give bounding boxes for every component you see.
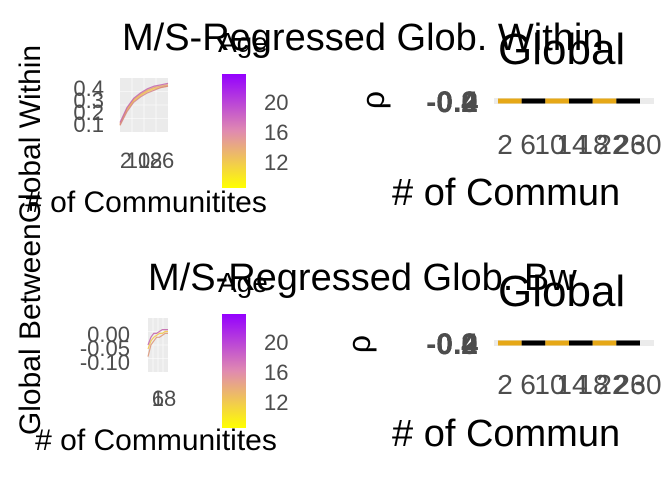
- x-tick-label: 10: [534, 129, 565, 160]
- x-tick-label: 30: [630, 129, 661, 160]
- y-tick-label: 0.0: [436, 328, 478, 361]
- y-axis-label-rho: ρ: [341, 335, 377, 353]
- x-tick-label: 22: [596, 129, 627, 160]
- colorbar-tick-label: 16: [264, 120, 288, 145]
- x-tick-label: 26: [614, 369, 645, 400]
- y-tick-label: 0.4: [73, 76, 104, 101]
- y-tick-label: -0.05: [80, 336, 130, 361]
- y-tick-label: -0.10: [80, 350, 130, 375]
- y-tick-label: 0.3: [73, 88, 104, 113]
- panel-bottom-left: M/S-Regressed Glob. Bw 0.00 -0.05 -0.10 …: [35, 257, 577, 457]
- x-tick-label: 18: [152, 386, 176, 411]
- y-tick-label: 0.4: [436, 86, 478, 119]
- colorbar-title: Age: [218, 267, 268, 298]
- panel-title: M/S-Regressed Glob. Within: [122, 17, 604, 59]
- y-tick-label: 0.2: [436, 86, 478, 119]
- x-tick-label: 14: [556, 369, 587, 400]
- x-axis-label: # of Commun: [392, 413, 620, 455]
- panel-title: Global: [498, 25, 625, 74]
- colorbar-tick-label: 12: [264, 390, 288, 415]
- x-tick-label: 10: [534, 369, 565, 400]
- x-tick-label: 18: [577, 369, 608, 400]
- y-tick-label: 0.00: [87, 322, 130, 347]
- plot-grid: [148, 318, 168, 372]
- y-tick-label: -0.2: [426, 328, 478, 361]
- x-tick-label: 6: [520, 129, 536, 160]
- x-tick-label: 30: [630, 369, 661, 400]
- y-axis-label-rho: ρ: [355, 91, 391, 109]
- colorbar: [222, 74, 246, 188]
- y-tick-label: -0.4: [426, 86, 478, 119]
- series-line: [147, 329, 168, 346]
- x-tick-label: 22: [596, 369, 627, 400]
- y-tick-label: 0.2: [436, 328, 478, 361]
- x-tick-label: 6: [520, 369, 536, 400]
- colorbar: [222, 314, 246, 428]
- colorbar-title: Age: [218, 27, 268, 58]
- colorbar-tick-label: 16: [264, 360, 288, 385]
- series-line: [147, 330, 168, 350]
- x-axis-label: # of Communitites: [25, 186, 267, 219]
- series-line: [119, 85, 169, 126]
- x-tick-label: 14: [556, 129, 587, 160]
- y-tick-label: 0.1: [73, 112, 104, 137]
- x-tick-label: 2: [497, 369, 513, 400]
- x-tick-label: 18: [577, 129, 608, 160]
- colorbar-tick-label: 12: [264, 150, 288, 175]
- plot-series-lines: [119, 82, 169, 126]
- x-tick-label: 10: [126, 148, 150, 173]
- x-tick-label: 6: [152, 386, 164, 411]
- shared-y-axis-label: Global BetweenGlobal Within: [14, 45, 47, 435]
- panel-title: Global: [498, 267, 625, 316]
- colorbar-tick-label: 20: [264, 90, 288, 115]
- y-tick-label: -0.4: [426, 328, 478, 361]
- colorbar-tick-label: 20: [264, 330, 288, 355]
- y-tick-label: 0.2: [73, 100, 104, 125]
- panel-bottom-right: Global ρ -0.4 -0.2 0.0 0.2 0.4 2 6 10 14…: [341, 267, 662, 455]
- panel-top-right: Global ρ -0.4 -0.2 0.0 0.2 0.4 2 6 10 14…: [355, 25, 662, 214]
- y-tick-label: 0.4: [436, 328, 478, 361]
- plot-series-lines: [147, 329, 168, 357]
- x-tick-label: 18: [138, 148, 162, 173]
- y-tick-label: -0.2: [426, 86, 478, 119]
- x-axis-label: # of Commun: [392, 172, 620, 214]
- y-tick-label: 0.0: [436, 86, 478, 119]
- panel-top-left: M/S-Regressed Glob. Within 0.4 0.3 0.2 0…: [25, 17, 603, 219]
- x-tick-label: 26: [150, 148, 174, 173]
- x-axis-label: # of Communitites: [35, 424, 277, 457]
- series-line: [147, 332, 168, 357]
- panel-title: M/S-Regressed Glob. Bw: [148, 257, 577, 299]
- series-line: [119, 82, 169, 123]
- x-tick-label: 26: [614, 129, 645, 160]
- x-tick-label: 2: [497, 129, 513, 160]
- series-line: [119, 84, 169, 125]
- x-tick-label: 2: [120, 148, 132, 173]
